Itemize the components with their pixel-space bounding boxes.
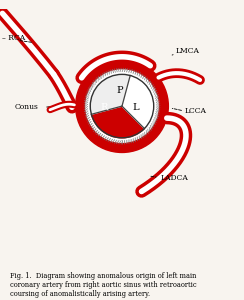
Text: LCCA: LCCA — [184, 107, 206, 116]
Text: LADCA: LADCA — [161, 174, 189, 182]
Text: P: P — [116, 86, 123, 95]
Text: Fig. 1.  Diagram showing anomalous origin of left main
coronary artery from righ: Fig. 1. Diagram showing anomalous origin… — [10, 272, 196, 298]
Text: L: L — [132, 103, 139, 112]
Text: LMCA: LMCA — [176, 47, 200, 55]
Wedge shape — [122, 76, 154, 128]
Text: – RCA: – RCA — [2, 34, 26, 42]
Circle shape — [76, 60, 168, 152]
Wedge shape — [91, 106, 144, 138]
Wedge shape — [90, 74, 130, 114]
Circle shape — [86, 70, 158, 142]
Text: Conus: Conus — [15, 103, 39, 110]
Text: R: R — [101, 103, 108, 112]
